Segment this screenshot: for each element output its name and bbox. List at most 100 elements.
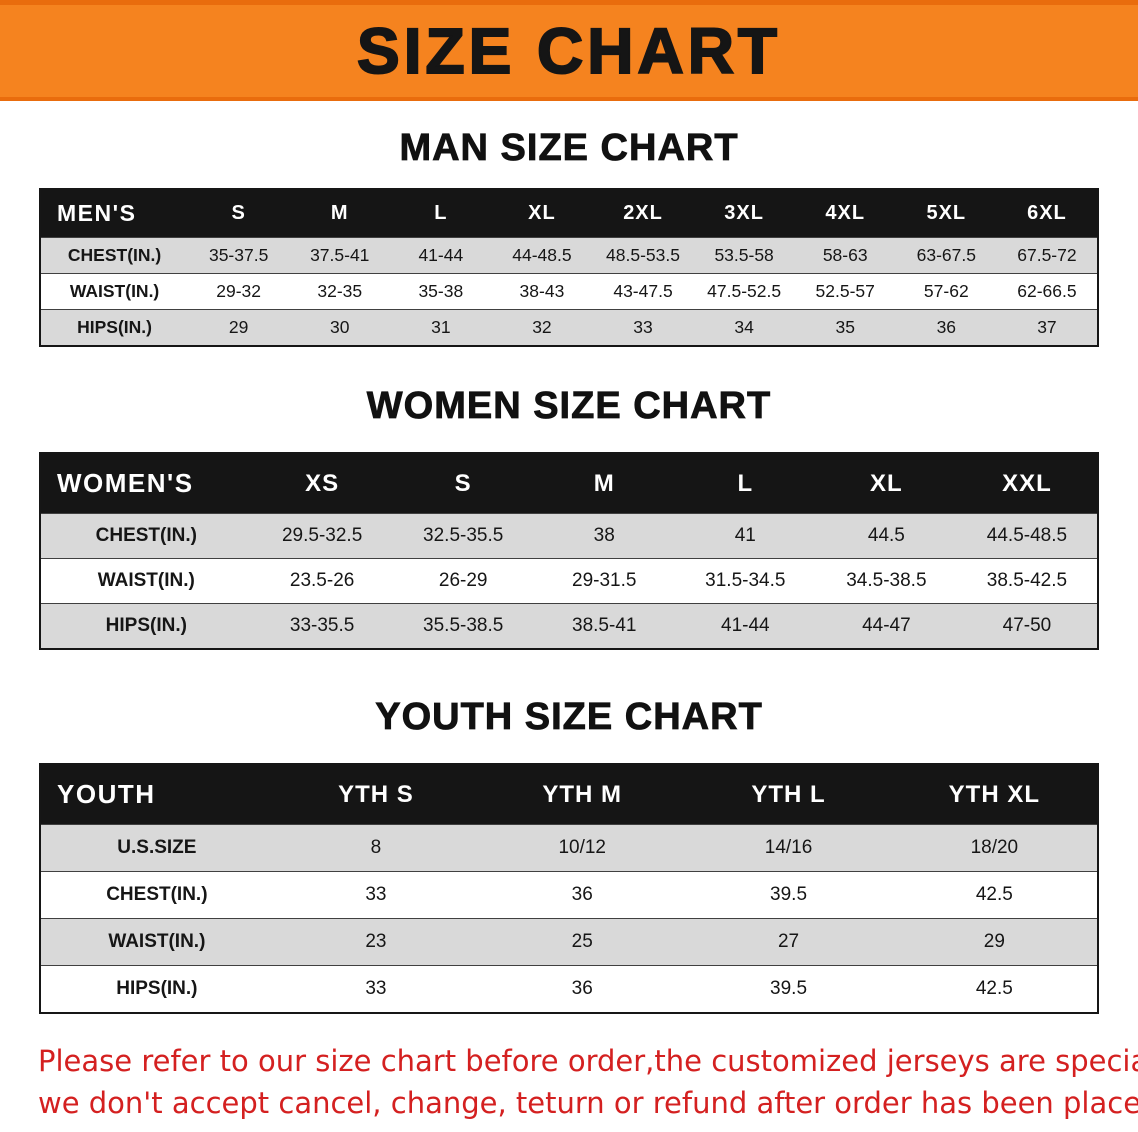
measurement-value: 33 <box>272 965 480 1013</box>
measurement-value: 10/12 <box>479 824 686 872</box>
measurement-value: 25 <box>479 918 686 966</box>
measurement-value: 37.5-41 <box>289 237 391 274</box>
size-column-header: L <box>390 189 492 238</box>
youth-size-table: YOUTH YTH S YTH M YTH L YTH XL U.S.SIZE 8 10/12… <box>39 763 1099 1014</box>
measurement-label: WAIST(IN.) <box>40 558 252 604</box>
measurement-label: CHEST(IN.) <box>40 513 252 559</box>
measurement-value: 42.5 <box>891 871 1098 919</box>
measurement-value: 38.5-41 <box>533 603 675 649</box>
measurement-value: 29 <box>891 918 1098 966</box>
size-column-header: L <box>674 453 816 514</box>
measurement-value: 23 <box>272 918 480 966</box>
measurement-row: U.S.SIZE 8 10/12 14/16 18/20 <box>40 824 1098 872</box>
size-column-header: YTH XL <box>891 764 1098 825</box>
measurement-value: 47-50 <box>956 603 1098 649</box>
measurement-value: 29-32 <box>188 273 290 310</box>
banner: SIZE CHART <box>0 0 1138 101</box>
men-size-table: MEN'S S M L XL 2XL 3XL 4XL 5XL 6XL CHEST(IN.) 35-37… <box>39 188 1099 347</box>
measurement-value: 35-38 <box>390 273 492 310</box>
measurement-value: 34 <box>693 309 795 346</box>
women-size-table: WOMEN'S XS S M L XL XXL CHEST(IN.) 29.5-32.5 32.5… <box>39 452 1099 650</box>
measurement-value: 41-44 <box>390 237 492 274</box>
size-column-header: M <box>289 189 391 238</box>
measurement-value: 23.5-26 <box>251 558 393 604</box>
measurement-value: 35.5-38.5 <box>392 603 534 649</box>
women-section-heading: WOMEN SIZE CHART <box>366 385 772 428</box>
men-section: MAN SIZE CHART MEN'S S M L XL 2XL 3XL 4XL 5XL 6XL… <box>0 127 1138 347</box>
measurement-value: 33-35.5 <box>251 603 393 649</box>
measurement-value: 32.5-35.5 <box>392 513 534 559</box>
measurement-value: 29 <box>188 309 290 346</box>
measurement-value: 62-66.5 <box>996 273 1098 310</box>
men-section-heading: MAN SIZE CHART <box>399 127 739 170</box>
measurement-label: CHEST(IN.) <box>40 237 189 274</box>
disclaimer-line-2: we don't accept cancel, change, teturn o… <box>38 1086 1138 1121</box>
measurement-value: 53.5-58 <box>693 237 795 274</box>
page-title: SIZE CHART <box>356 14 781 88</box>
measurement-row: CHEST(IN.) 35-37.5 37.5-41 41-44 44-48.5 48.5… <box>40 237 1098 274</box>
measurement-value: 58-63 <box>794 237 896 274</box>
measurement-label: WAIST(IN.) <box>40 918 273 966</box>
size-column-header: S <box>188 189 290 238</box>
measurement-value: 48.5-53.5 <box>592 237 694 274</box>
table-title-cell: MEN'S <box>40 189 189 238</box>
measurement-value: 38.5-42.5 <box>956 558 1098 604</box>
measurement-value: 38 <box>533 513 675 559</box>
measurement-value: 33 <box>592 309 694 346</box>
size-column-header: YTH S <box>272 764 480 825</box>
measurement-row: WAIST(IN.) 29-32 32-35 35-38 38-43 43-47.5 47.… <box>40 273 1098 310</box>
size-column-header: XL <box>491 189 593 238</box>
size-column-header: XXL <box>956 453 1098 514</box>
measurement-row: WAIST(IN.) 23.5-26 26-29 29-31.5 31.5-34.5 34… <box>40 558 1098 604</box>
header-row: WOMEN'S XS S M L XL XXL <box>40 453 1098 514</box>
measurement-row: HIPS(IN.) 29 30 31 32 33 34 35 36 37 <box>40 309 1098 346</box>
measurement-value: 36 <box>895 309 997 346</box>
measurement-value: 36 <box>479 965 686 1013</box>
measurement-value: 29.5-32.5 <box>251 513 393 559</box>
measurement-label: WAIST(IN.) <box>40 273 189 310</box>
measurement-value: 35-37.5 <box>188 237 290 274</box>
measurement-value: 35 <box>794 309 896 346</box>
measurement-value: 31.5-34.5 <box>674 558 816 604</box>
measurement-row: WAIST(IN.) 23 25 27 29 <box>40 918 1098 966</box>
measurement-value: 26-29 <box>392 558 534 604</box>
measurement-value: 39.5 <box>685 871 892 919</box>
measurement-value: 32 <box>491 309 593 346</box>
measurement-value: 14/16 <box>685 824 892 872</box>
measurement-row: CHEST(IN.) 33 36 39.5 42.5 <box>40 871 1098 919</box>
size-column-header: 5XL <box>895 189 997 238</box>
measurement-value: 32-35 <box>289 273 391 310</box>
measurement-value: 44.5 <box>815 513 957 559</box>
measurement-value: 30 <box>289 309 391 346</box>
measurement-label: U.S.SIZE <box>40 824 273 872</box>
size-column-header: 4XL <box>794 189 896 238</box>
measurement-value: 57-62 <box>895 273 997 310</box>
youth-section: YOUTH SIZE CHART YOUTH YTH S YTH M YTH L YTH… <box>0 696 1138 1014</box>
measurement-value: 44-47 <box>815 603 957 649</box>
measurement-value: 41-44 <box>674 603 816 649</box>
measurement-value: 38-43 <box>491 273 593 310</box>
size-column-header: YTH M <box>479 764 686 825</box>
measurement-label: HIPS(IN.) <box>40 603 252 649</box>
measurement-value: 18/20 <box>891 824 1098 872</box>
measurement-label: CHEST(IN.) <box>40 871 273 919</box>
youth-section-heading: YOUTH SIZE CHART <box>375 696 763 739</box>
measurement-label: HIPS(IN.) <box>40 965 273 1013</box>
measurement-value: 52.5-57 <box>794 273 896 310</box>
measurement-value: 37 <box>996 309 1098 346</box>
header-row: MEN'S S M L XL 2XL 3XL 4XL 5XL 6XL <box>40 189 1098 238</box>
measurement-value: 43-47.5 <box>592 273 694 310</box>
measurement-label: HIPS(IN.) <box>40 309 189 346</box>
measurement-value: 29-31.5 <box>533 558 675 604</box>
measurement-value: 8 <box>272 824 480 872</box>
measurement-value: 31 <box>390 309 492 346</box>
measurement-value: 42.5 <box>891 965 1098 1013</box>
measurement-row: CHEST(IN.) 29.5-32.5 32.5-35.5 38 41 44.5 44.5… <box>40 513 1098 559</box>
table-title-cell: YOUTH <box>40 764 273 825</box>
size-column-header: 3XL <box>693 189 795 238</box>
measurement-value: 44.5-48.5 <box>956 513 1098 559</box>
size-column-header: XS <box>251 453 393 514</box>
table-title-cell: WOMEN'S <box>40 453 252 514</box>
measurement-value: 36 <box>479 871 686 919</box>
